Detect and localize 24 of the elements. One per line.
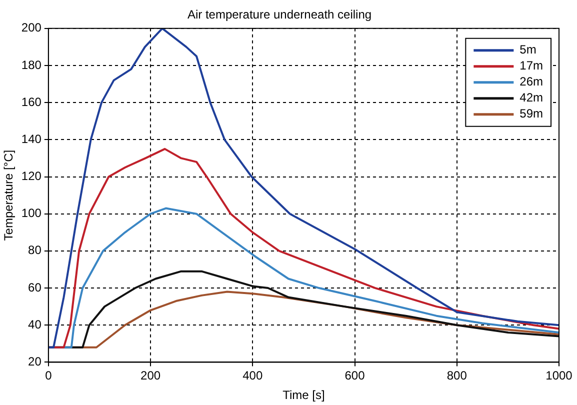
y-tick-label: 120 <box>21 169 42 184</box>
chart-title: Air temperature underneath ceiling <box>187 8 372 22</box>
legend-label: 42m <box>520 90 544 105</box>
y-axis-title: Temperature [°C] <box>2 150 16 241</box>
y-tick-label: 200 <box>21 20 42 35</box>
x-tick-label: 800 <box>446 368 468 383</box>
legend-label: 5m <box>520 42 536 57</box>
y-tick-label: 180 <box>21 58 42 72</box>
x-tick-label: 0 <box>45 368 52 383</box>
legend-label: 17m <box>520 58 544 73</box>
legend-label: 59m <box>520 106 544 121</box>
y-tick-label: 140 <box>21 132 42 146</box>
y-tick-label: 20 <box>28 354 42 369</box>
y-tick-label: 80 <box>28 243 42 258</box>
legend-label: 26m <box>520 74 544 89</box>
x-tick-label: 600 <box>344 368 366 383</box>
x-tick-label: 400 <box>242 368 263 383</box>
y-tick-label: 40 <box>28 317 42 332</box>
x-axis-title: Time [s] <box>282 388 325 402</box>
y-tick-label: 100 <box>21 206 42 220</box>
x-tick-label: 1000 <box>546 368 573 383</box>
y-tick-label: 160 <box>21 94 42 109</box>
y-tick-label: 60 <box>28 280 42 294</box>
x-tick-label: 200 <box>140 368 161 383</box>
